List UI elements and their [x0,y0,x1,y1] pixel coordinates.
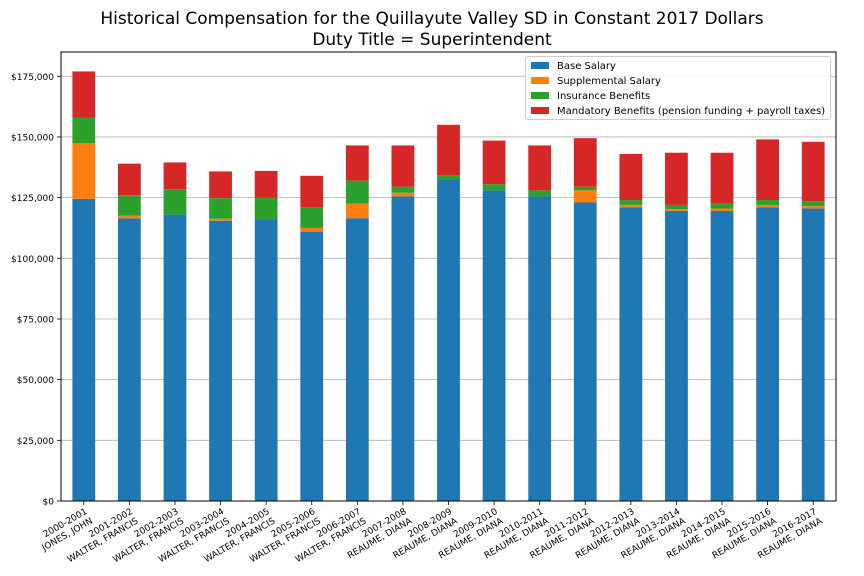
bar-segment [391,192,415,197]
bar-segment [619,204,643,208]
y-tick-label: $125,000 [11,194,54,204]
bar-segment [254,197,278,220]
bar-segment [254,170,278,198]
bar-segment [665,210,688,501]
bar-segment [710,208,734,211]
bar-segment [619,207,643,502]
bar-segment [345,180,369,204]
bar-segment [619,153,643,201]
legend-item-supplemental-salary: Supplemental Salary [531,74,661,89]
bar-segment [437,175,460,180]
legend-item-base-salary: Base Salary [531,59,616,74]
bars [72,71,825,502]
bar-segment [391,145,415,187]
bar-segment [756,200,780,205]
legend-item-insurance-benefits: Insurance Benefits [531,89,650,104]
bar-segment [391,186,415,193]
bar-segment [801,208,825,501]
bar-segment [300,175,324,208]
bar-segment [528,145,552,191]
bar-segment [117,218,141,502]
bar-segment [437,179,460,501]
bar-segment [72,117,96,144]
bar-segment [482,140,506,185]
bar-segment [117,215,141,219]
legend-label: Base Salary [557,61,616,72]
legend-item-mandatory-benefits: Mandatory Benefits (pension funding + pa… [531,104,825,119]
bar-segment [254,219,278,502]
y-tick-label: $175,000 [11,73,54,83]
chart-title: Historical Compensation for the Quillayu… [100,9,764,29]
bar-segment [573,202,597,501]
bar-segment [665,204,688,210]
y-tick-label: $75,000 [17,315,54,325]
bar-segment [345,203,369,219]
bar-segment [72,71,96,118]
bar-segment [300,231,324,501]
y-tick-label: $150,000 [11,133,54,143]
y-tick-label: $100,000 [11,255,54,265]
bar-segment [300,227,324,232]
bar-segment [117,195,141,216]
bar-segment [710,152,734,204]
bar-segment [209,198,232,219]
legend-swatch [531,106,549,114]
bar-segment [345,145,369,181]
bar-segment [209,171,232,199]
bar-segment [72,198,96,501]
bar-segment [482,190,506,501]
bar-segment [756,204,780,208]
y-tick-label: $25,000 [17,437,54,447]
chart-subtitle: Duty Title = Superintendent [312,30,552,50]
bar-segment [665,152,688,205]
bar-segment [528,190,552,197]
bar-segment [345,218,369,502]
bar-segment [619,200,643,205]
bar-segment [437,124,460,176]
bar-segment [163,214,187,501]
bar-segment [573,186,597,191]
legend-label: Supplemental Salary [557,76,661,87]
legend-swatch [531,76,549,84]
legend-label: Insurance Benefits [557,91,651,102]
bar-segment [209,220,232,501]
bar-segment [801,141,825,202]
bar-segment [72,143,96,199]
legend-label: Mandatory Benefits (pension funding + pa… [557,106,826,117]
bar-segment [573,138,597,187]
bar-segment [665,209,688,211]
bar-segment [391,196,415,501]
legend-swatch [531,91,549,99]
bar-segment [163,162,187,190]
y-tick-label: $50,000 [17,376,54,386]
bar-segment [710,203,734,209]
y-tick-label: $0 [43,498,55,508]
bar-segment [710,210,734,501]
legend-swatch [531,61,549,69]
bar-segment [756,207,780,502]
bar-segment [801,206,825,209]
legend: Base Salary Supplemental Salary Insuranc… [525,56,831,120]
bar-segment [573,190,597,203]
bar-segment [756,139,780,201]
bar-segment [528,196,552,501]
bar-segment [209,218,232,221]
bar-segment [801,201,825,207]
bar-segment [482,184,506,191]
bar-segment [300,207,324,228]
y-axis: $0 $25,000 $50,000 $75,000 $100,000 $125,000 $… [11,73,61,508]
bar-segment [117,163,141,196]
bar-segment [163,189,187,215]
